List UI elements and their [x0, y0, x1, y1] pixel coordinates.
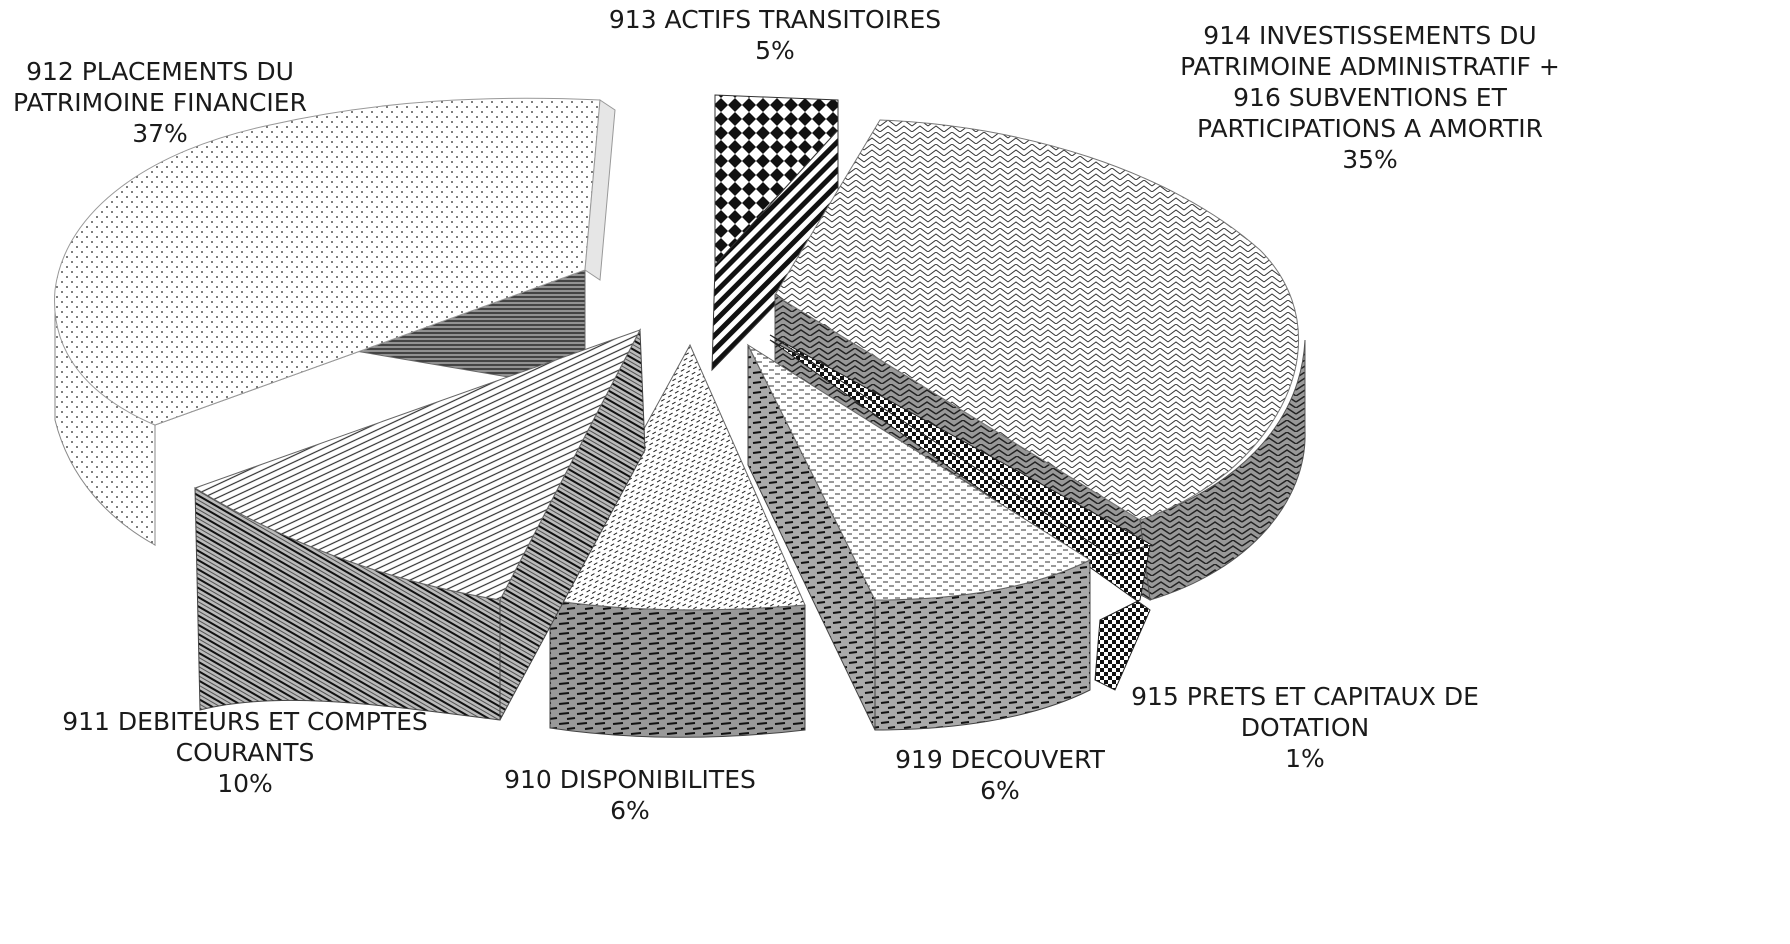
- data-label-919-line: 919 DECOUVERT: [895, 745, 1106, 774]
- slice-910-top: [549, 343, 806, 611]
- data-label-910-line: 910 DISPONIBILITES: [504, 765, 756, 794]
- data-label-914-line: PARTICIPATIONS A AMORTIR: [1197, 114, 1543, 143]
- slice-labels: 913 ACTIFS TRANSITOIRES 5% 914 INVESTISSEM…: [13, 5, 1560, 825]
- data-label-910: 910 DISPONIBILITES 6%: [504, 765, 756, 825]
- data-label-911-line: 911 DEBITEURS ET COMPTES: [62, 707, 428, 736]
- slice-911: [193, 328, 646, 721]
- data-label-914-line: 914 INVESTISSEMENTS DU: [1203, 21, 1536, 50]
- data-label-915-line: 915 PRETS ET CAPITAUX DE: [1131, 682, 1479, 711]
- data-label-912-line: 912 PLACEMENTS DU: [26, 57, 294, 86]
- data-label-912-line: 37%: [132, 119, 188, 148]
- data-label-911-line: 10%: [217, 769, 273, 798]
- slice-912: [54, 97, 616, 547]
- data-label-911-line: COURANTS: [176, 738, 315, 767]
- slice-915: [769, 334, 1154, 691]
- slice-914-top: [774, 119, 1300, 521]
- slice-913: [711, 94, 839, 372]
- slice-919-top: [746, 343, 1092, 601]
- data-label-914-line: PATRIMOINE ADMINISTRATIF +: [1180, 52, 1560, 81]
- data-label-913-line: 913 ACTIFS TRANSITOIRES: [609, 5, 941, 34]
- data-label-915: 915 PRETS ET CAPITAUX DE DOTATION 1%: [1131, 682, 1479, 773]
- data-label-915-line: DOTATION: [1241, 713, 1369, 742]
- data-label-915-line: 1%: [1285, 744, 1325, 773]
- slice-910-front: [549, 599, 806, 738]
- slice-912-edge: [584, 99, 616, 281]
- data-label-919-line: 6%: [980, 776, 1020, 805]
- slice-912-top: [54, 97, 601, 426]
- data-label-912-line: PATRIMOINE FINANCIER: [13, 88, 307, 117]
- slice-919: [746, 343, 1092, 731]
- data-label-919: 919 DECOUVERT 6%: [895, 745, 1106, 805]
- data-label-914-line: 916 SUBVENTIONS ET: [1233, 83, 1507, 112]
- data-label-911: 911 DEBITEURS ET COMPTES COURANTS 10%: [62, 707, 428, 798]
- data-label-914-line: 35%: [1342, 145, 1398, 174]
- data-label-913: 913 ACTIFS TRANSITOIRES 5%: [609, 5, 941, 65]
- data-label-912: 912 PLACEMENTS DU PATRIMOINE FINANCIER 37%: [13, 57, 307, 148]
- data-label-914: 914 INVESTISSEMENTS DU PATRIMOINE ADMINIS…: [1180, 21, 1560, 174]
- slice-910: [549, 343, 806, 738]
- slice-911-top: [193, 329, 642, 601]
- data-label-910-line: 6%: [610, 796, 650, 825]
- slice-915-top: [769, 334, 1154, 556]
- data-label-913-line: 5%: [755, 36, 795, 65]
